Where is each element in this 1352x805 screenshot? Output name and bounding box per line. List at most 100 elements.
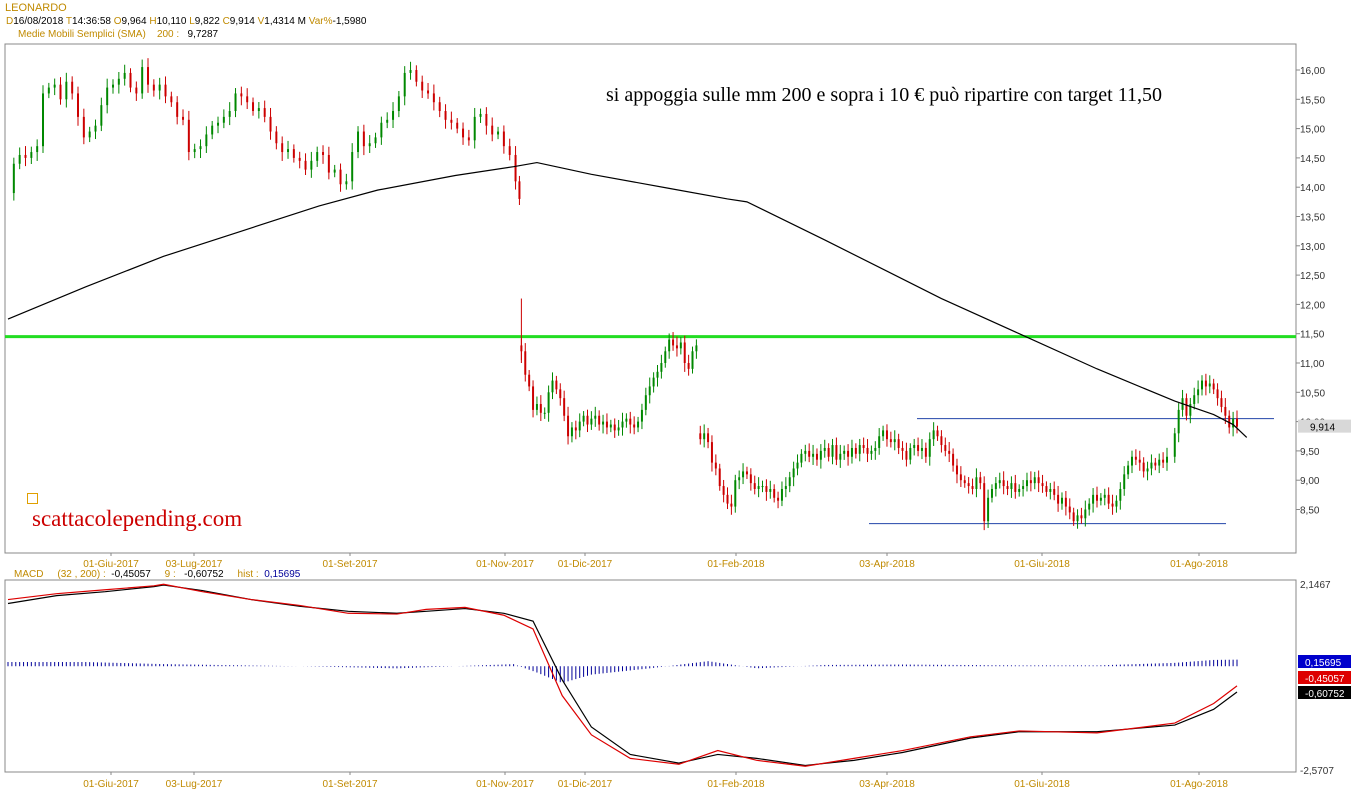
candle-body [664,351,667,363]
candle-body [246,96,249,103]
candle-body [990,488,993,498]
candle-body [730,503,733,507]
candle-body [637,421,640,428]
y-tick-label: 14,50 [1300,154,1325,165]
sma200-line [7,161,1248,438]
candle-body [559,389,562,399]
candle-body [106,87,109,106]
y-tick-label: 15,50 [1300,95,1325,106]
candle-body [850,447,853,457]
candle-body [217,122,220,126]
candle-body [532,386,535,410]
y-tick-label: 15,00 [1300,125,1325,136]
candle-body [392,111,395,120]
candle-body [839,453,842,460]
macd-x-tick-label: 03-Lug-2017 [166,779,223,790]
candle-body [952,453,955,466]
candle-body [983,483,986,522]
quote-close: 9,914 [229,16,255,27]
candle-body [765,486,768,492]
candle-body [170,96,173,103]
candle-body [909,447,912,460]
candle-body [609,424,612,428]
macd-x-tick-label: 01-Giu-2018 [1014,779,1070,790]
macd-badge-label: 0,15695 [1305,658,1342,669]
candle-body [1208,383,1211,387]
candle-body [141,67,144,94]
candle-body [1088,503,1091,510]
candle-body [333,169,336,173]
candle-body [901,447,904,451]
candle-body [514,154,517,182]
macd-x-tick-label: 01-Nov-2017 [476,779,534,790]
candle-body [955,465,958,475]
candle-body [94,125,97,132]
candle-body [59,84,62,100]
sma-period: 200 : [156,29,180,40]
candle-body [304,160,307,170]
candle-body [24,154,27,158]
sma-label: Medie Mobili Semplici (SMA) [18,29,146,40]
candle-body [897,439,900,448]
candle-body [1099,497,1102,501]
quote-time: 14:36:58 [72,16,111,27]
candle-body [1107,494,1110,504]
candle-body [773,488,776,498]
candle-body [718,468,721,487]
candle-body [633,424,636,428]
quote-low: 9,822 [194,16,220,27]
macd-x-tick-label: 01-Feb-2018 [707,779,765,790]
y-tick-label: 13,50 [1300,213,1325,224]
candle-body [691,351,694,369]
brand-watermark: scattacolepending.com [32,506,243,531]
candle-body [858,445,861,454]
candle-body [819,450,822,460]
candle-body [158,84,161,91]
candle-body [1084,509,1087,519]
candle-body [1200,380,1203,390]
candle-body [316,152,319,161]
candle-body [932,430,935,440]
candle-body [1037,477,1040,484]
candle-body [695,345,698,352]
candle-body [88,131,91,138]
candle-body [866,447,869,454]
candle-body [479,113,482,117]
candle-body [835,445,838,460]
candle-body [1204,380,1207,387]
candle-body [1127,465,1130,475]
candle-body [780,488,783,501]
candle-body [878,436,881,448]
candle-body [1216,389,1219,399]
candle-body [621,421,624,428]
candle-body [1033,477,1036,484]
candle-body [1193,395,1196,405]
candle-body [152,84,155,91]
x-tick-label: 03-Apr-2018 [859,559,915,570]
macd-x-tick-label: 03-Apr-2018 [859,779,915,790]
candle-body [257,108,260,112]
candle-body [539,404,542,413]
candle-body [292,149,295,158]
candle-body [784,486,787,489]
candle-body [652,377,655,387]
candle-body [30,152,33,158]
candle-body [1236,418,1238,427]
x-tick-label: 03-Lug-2017 [166,559,223,570]
candle-body [1189,404,1192,416]
candle-body [1150,462,1153,469]
macd-x-tick-label: 01-Dic-2017 [558,779,613,790]
candle-body [687,363,690,369]
macd-y-top-label: 2,1467 [1300,580,1331,591]
candle-body [362,131,365,147]
candle-body [374,137,377,144]
candle-body [1045,486,1048,492]
macd-params: (32 , 200) : [57,569,106,580]
candle-body [707,433,710,443]
quote-volume: 1,4314 M [264,16,306,27]
candle-body [812,453,815,457]
candle-body [726,494,729,504]
candle-body [734,480,737,507]
candle-body [617,427,620,431]
